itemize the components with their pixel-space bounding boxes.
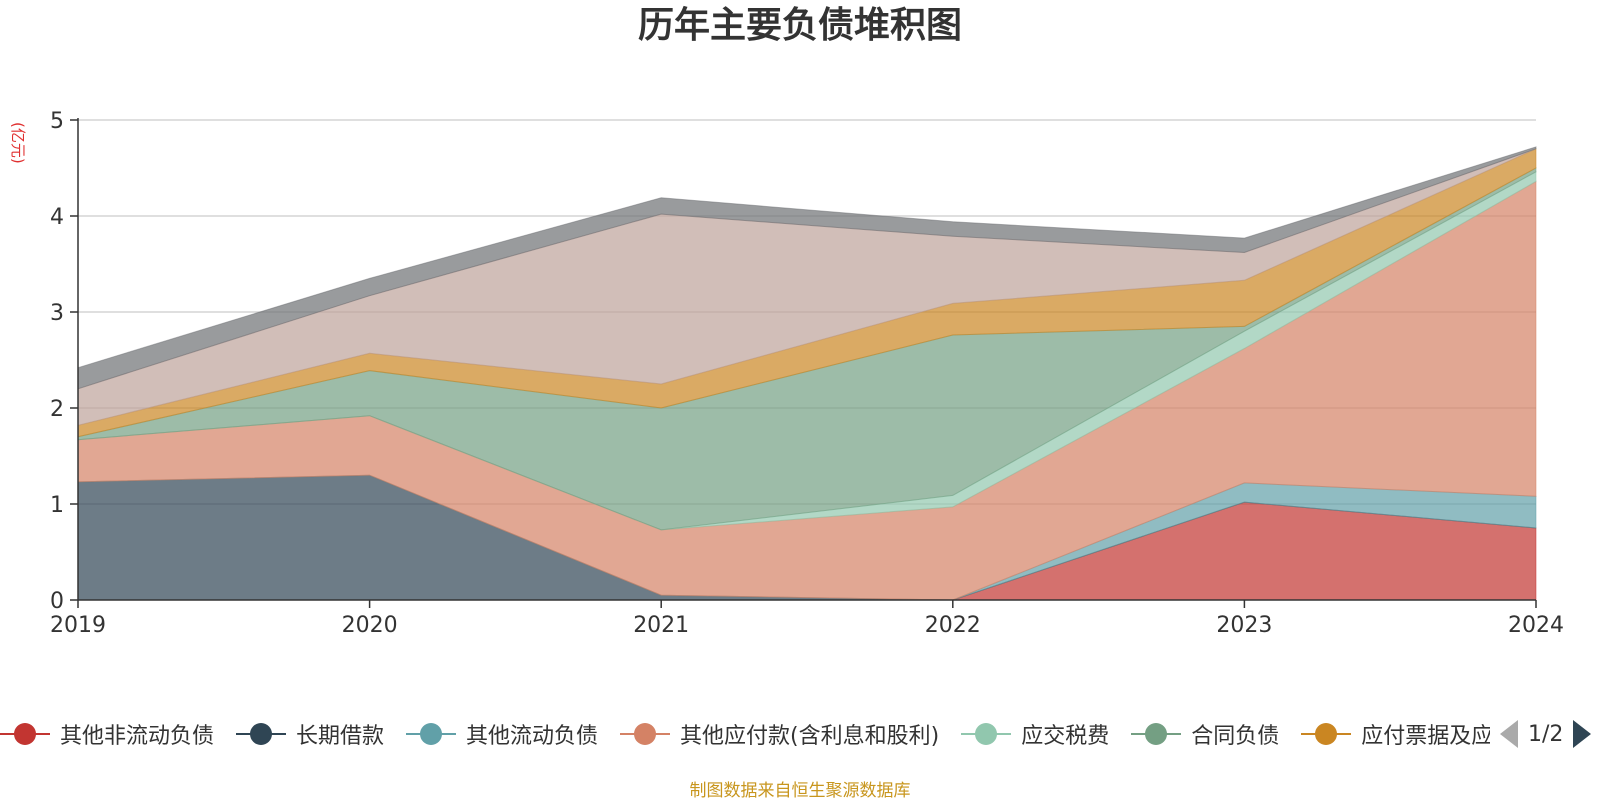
axes: 0 1 2 3 4 5 2019 2020 2021 2022 2023 2024 bbox=[50, 109, 1564, 638]
y-tick-label: 4 bbox=[50, 205, 64, 230]
legend-label: 合同负债 bbox=[1191, 724, 1280, 749]
legend-marker-icon bbox=[0, 722, 50, 746]
legend-item[interactable]: 其他流动负债 bbox=[406, 718, 598, 750]
legend-item[interactable]: 合同负债 bbox=[1131, 718, 1279, 750]
x-tick-label: 2019 bbox=[50, 613, 106, 638]
y-tick-label: 5 bbox=[50, 109, 64, 134]
y-tick-label: 3 bbox=[50, 301, 64, 326]
chart-title: 历年主要负债堆积图 bbox=[637, 5, 962, 46]
chart-plot: 0 1 2 3 4 5 2019 2020 2021 2022 2023 2024 bbox=[50, 109, 1564, 638]
legend-marker-icon bbox=[236, 722, 287, 746]
legend-label: 应付票据及应付账款 bbox=[1361, 724, 1490, 749]
legend: 其他非流动负债 长期借款 其他流动负债 其他应付款(含利息和股利) 应交税费 合同负债 应付… bbox=[0, 712, 1600, 756]
legend-label: 长期借款 bbox=[296, 724, 385, 749]
x-tick-label: 2020 bbox=[342, 613, 398, 638]
legend-marker-icon bbox=[1131, 722, 1182, 746]
legend-item[interactable]: 应交税费 bbox=[961, 718, 1109, 750]
legend-label: 应交税费 bbox=[1021, 724, 1110, 749]
y-tick-label: 0 bbox=[50, 589, 64, 614]
legend-item[interactable]: 其他非流动负债 bbox=[0, 718, 214, 750]
series-area[interactable] bbox=[77, 146, 1537, 390]
y-tick-label: 1 bbox=[50, 493, 64, 518]
legend-marker-icon bbox=[961, 722, 1012, 746]
legend-prev-page-icon[interactable] bbox=[1500, 720, 1518, 748]
x-tick-label: 2024 bbox=[1508, 613, 1564, 638]
x-tick-label: 2021 bbox=[633, 613, 689, 638]
legend-label: 其他非流动负债 bbox=[60, 724, 215, 749]
legend-items: 其他非流动负债 长期借款 其他流动负债 其他应付款(含利息和股利) 应交税费 合同负债 应付… bbox=[0, 712, 1490, 756]
legend-label: 其他流动负债 bbox=[466, 724, 599, 749]
legend-label: 其他应付款(含利息和股利) bbox=[680, 724, 940, 749]
legend-page-indicator: 1/2 bbox=[1528, 721, 1564, 747]
legend-item[interactable]: 长期借款 bbox=[236, 718, 384, 750]
legend-item[interactable]: 其他应付款(含利息和股利) bbox=[620, 718, 939, 750]
legend-next-page-icon[interactable] bbox=[1573, 720, 1592, 748]
source-note: 制图数据来自恒生聚源数据库 bbox=[689, 781, 911, 801]
legend-marker-icon bbox=[406, 722, 457, 746]
y-tick-label: 2 bbox=[50, 397, 64, 422]
legend-marker-icon bbox=[1301, 722, 1352, 746]
legend-pager: 1/2 bbox=[1500, 712, 1600, 756]
stacked-areas bbox=[77, 146, 1537, 601]
x-tick-label: 2023 bbox=[1216, 613, 1272, 638]
legend-marker-icon bbox=[620, 722, 671, 746]
legend-item[interactable]: 应付票据及应付账款 bbox=[1301, 718, 1490, 750]
legend-viewport: 其他非流动负债 长期借款 其他流动负债 其他应付款(含利息和股利) 应交税费 合同负债 应付… bbox=[0, 712, 1490, 756]
x-tick-label: 2022 bbox=[925, 613, 981, 638]
